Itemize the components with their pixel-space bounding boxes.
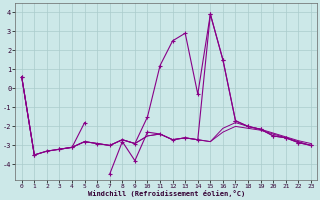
X-axis label: Windchill (Refroidissement éolien,°C): Windchill (Refroidissement éolien,°C) (88, 190, 245, 197)
